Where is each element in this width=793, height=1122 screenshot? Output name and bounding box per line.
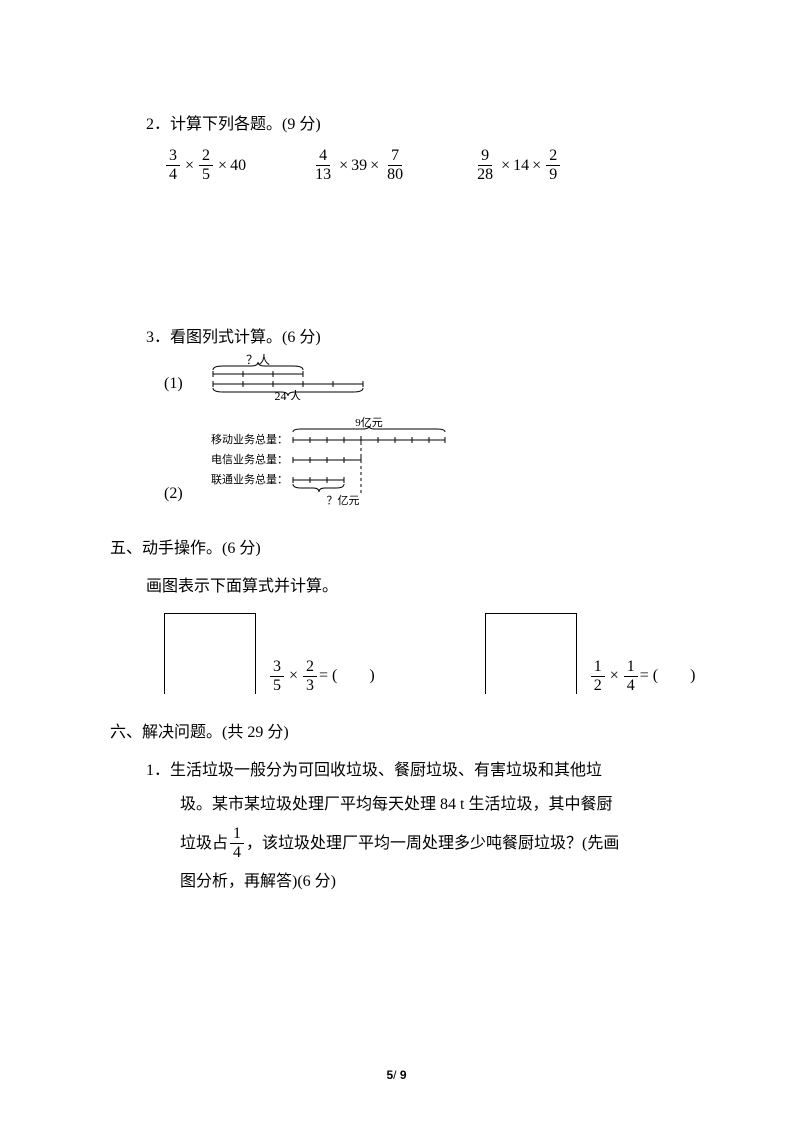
s6-title: 六、解决问题。(共 29 分) [110,718,693,748]
equals-blank: = ( ) [640,661,696,691]
integer: 40 [230,151,246,181]
fig1-label: (1) [164,369,183,399]
fraction: 25 [199,148,213,183]
q1-l3a: 垃圾占 [180,825,228,863]
fig2-diagram: 9亿元 移动业务总量： 电信业务总量： 联通业务总量： ？亿元 [193,416,453,510]
s5-draw-row: 35 × 23 = ( ) 12 × 14 = ( ) [164,613,693,694]
s5-expr-a: 35 × 23 = ( ) [268,659,375,694]
times-op: × [370,151,379,181]
fraction: 23 [303,659,317,694]
q1-l2: 圾。某市某垃圾处理厂平均每天处理 84 t 生活垃圾，其中餐厨 [180,786,693,824]
brace-icon [293,426,445,432]
fraction: 34 [166,148,180,183]
times-op: × [289,661,298,691]
q1-l3b: ，该垃圾处理厂平均一周处理多少吨餐厨垃圾？(先画 [246,825,619,863]
q2-title: 2．计算下列各题。(9 分) [146,110,693,140]
integer: 39 [351,151,367,181]
bracket-shape [485,613,577,694]
q1-l3: 垃圾占 14 ，该垃圾处理厂平均一周处理多少吨餐厨垃圾？(先画 [180,825,693,863]
fraction: 14 [624,659,638,694]
fig1-top-label: ？人 [246,354,270,367]
fig1-diagram: ？人 24 人 [193,354,373,400]
times-op: × [339,151,348,181]
q2-equations: 34 × 25 × 40 413 × 39 × 780 928 × 14 × 2… [164,148,693,183]
fraction: 780 [384,148,406,183]
fraction: 12 [591,659,605,694]
page-footer: 5/ 9 [0,1068,793,1082]
q1-lead: 1． [146,762,170,779]
fig2-bottom-label: ？亿元 [326,494,359,507]
q3-figure-1: (1) ？人 24 人 [164,354,693,400]
q1-l4: 图分析，再解答)(6 分) [180,863,693,901]
page: 2．计算下列各题。(9 分) 34 × 25 × 40 413 × 39 × 7… [0,0,793,1122]
q2-eq-a: 34 × 25 × 40 [164,148,246,183]
fig2-row2-label: 电信业务总量： [211,452,288,466]
fig1-bottom-label: 24 人 [274,389,301,400]
bracket-shape [164,613,256,694]
s5-block-a: 35 × 23 = ( ) [164,613,375,694]
q1-l1: 生活垃圾一般分为可回收垃圾、餐厨垃圾、有害垃圾和其他垃 [170,762,602,779]
s6-q1: 1．生活垃圾一般分为可回收垃圾、餐厨垃圾、有害垃圾和其他垃 [146,756,693,786]
q2-eq-b: 413 × 39 × 780 [310,148,408,183]
content: 2．计算下列各题。(9 分) 34 × 25 × 40 413 × 39 × 7… [110,110,693,902]
s5-title: 五、动手操作。(6 分) [110,534,693,564]
times-op: × [610,661,619,691]
times-op: × [218,151,227,181]
q2-eq-c: 928 × 14 × 29 [472,148,562,183]
brace-icon [293,484,344,492]
s5-block-b: 12 × 14 = ( ) [485,613,696,694]
page-sep: / [393,1068,400,1082]
s5-sub: 画图表示下面算式并计算。 [146,572,693,602]
equals-blank: = ( ) [319,661,375,691]
times-op: × [501,151,510,181]
fig2-row3-label: 联通业务总量： [211,472,288,486]
fig2-label: (2) [164,479,183,509]
integer: 14 [513,151,529,181]
fraction: 29 [546,148,560,183]
fraction: 928 [474,148,496,183]
s5-expr-b: 12 × 14 = ( ) [589,659,696,694]
times-op: × [532,151,541,181]
q3-title: 3．看图列式计算。(6 分) [146,323,693,353]
page-total: 9 [400,1068,407,1082]
fraction: 35 [270,659,284,694]
q1-body: 圾。某市某垃圾处理厂平均每天处理 84 t 生活垃圾，其中餐厨 垃圾占 14 ，… [180,786,693,901]
fraction: 413 [312,148,334,183]
fig2-row1-label: 移动业务总量： [211,432,288,446]
times-op: × [185,151,194,181]
fraction: 14 [230,826,244,861]
q3-figure-2: (2) 9亿元 移动业务总量： 电信业务总量： 联通业务总量： [164,416,693,510]
